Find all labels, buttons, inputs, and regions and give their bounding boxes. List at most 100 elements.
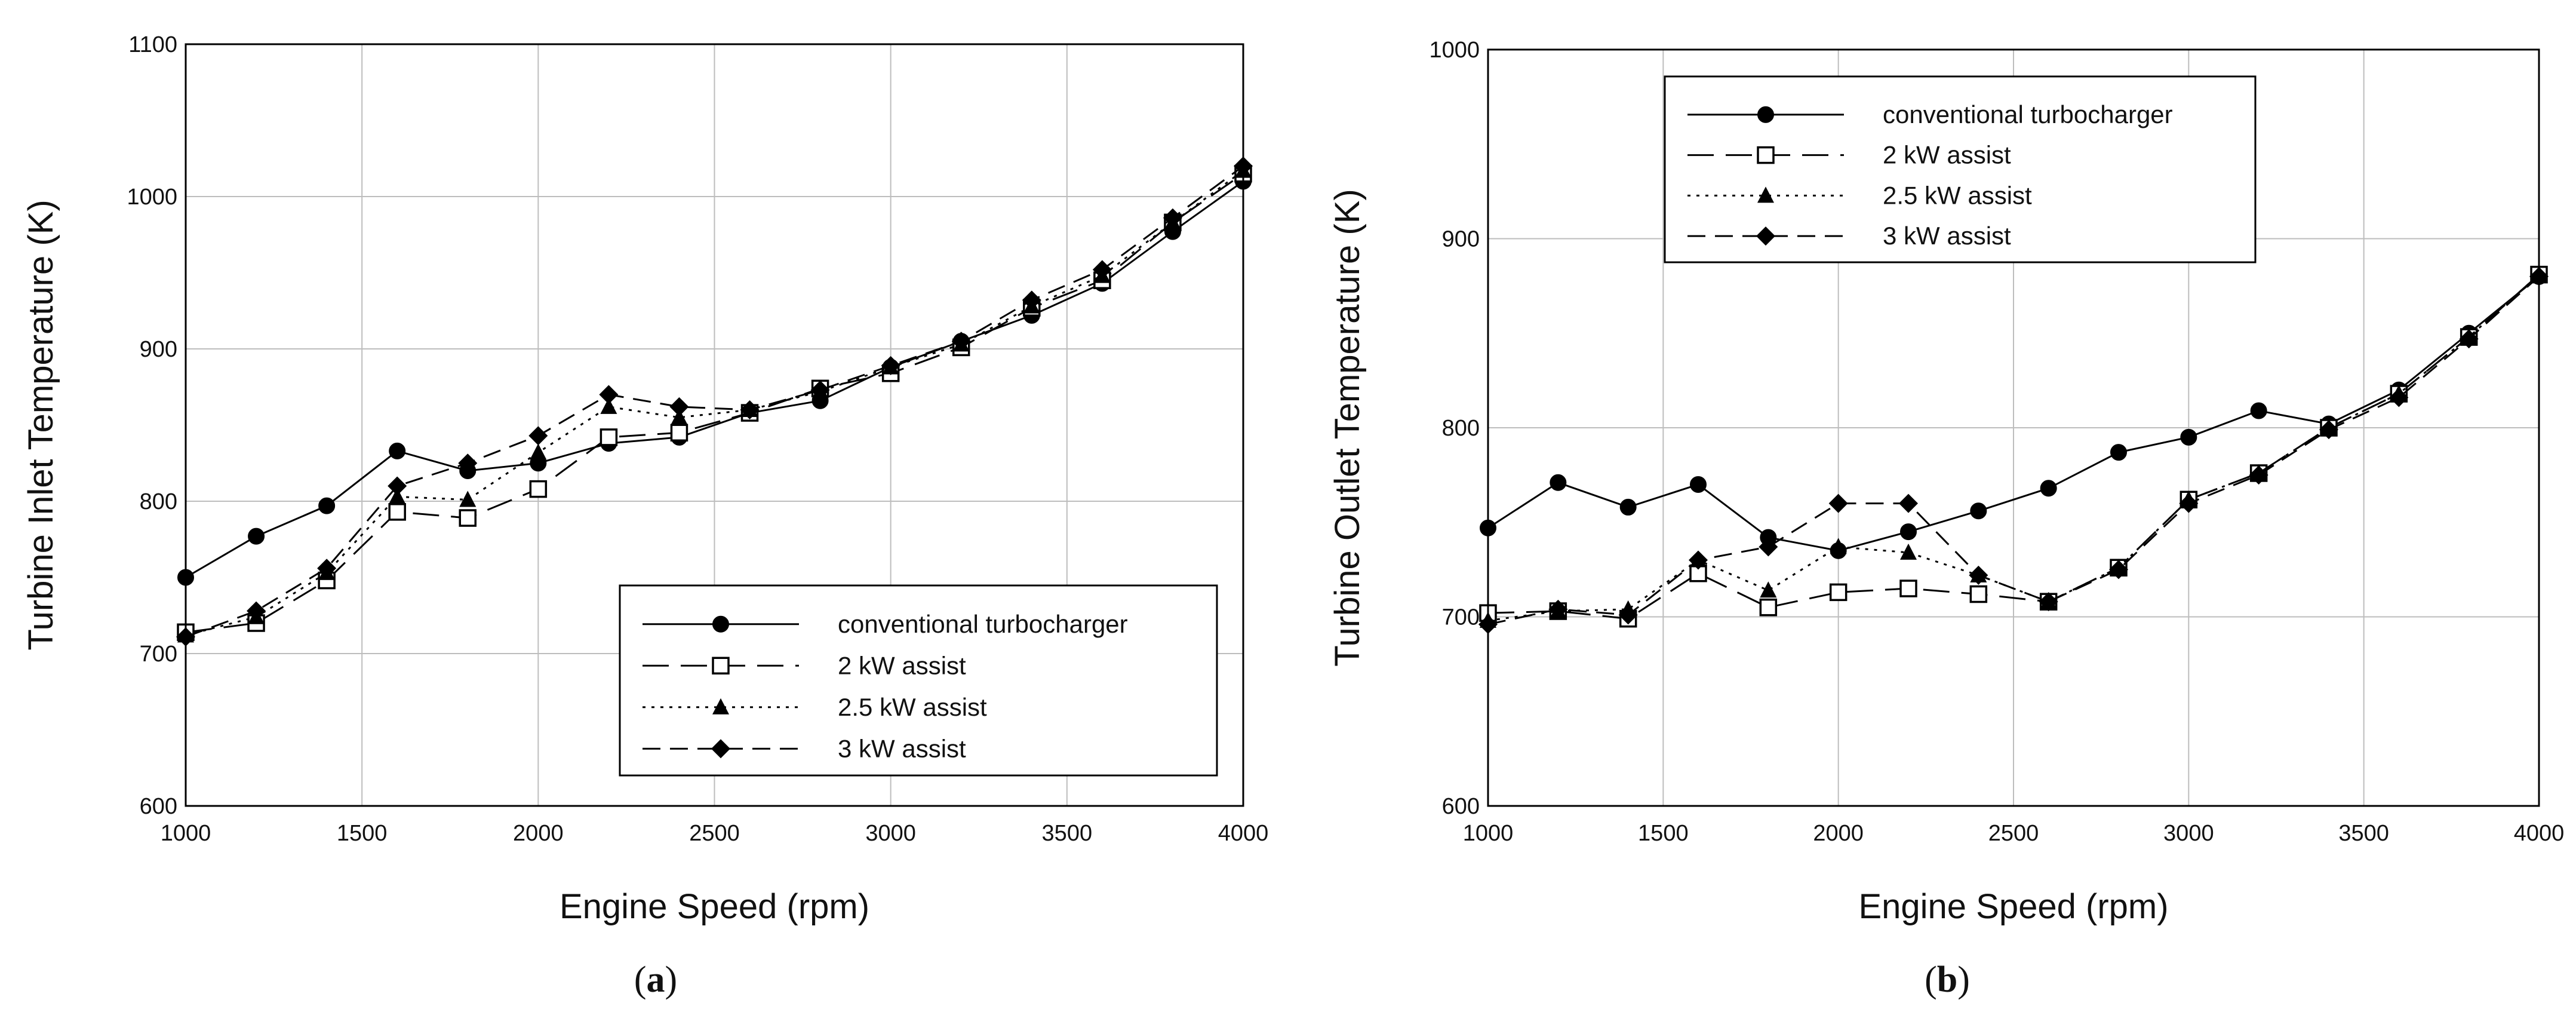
chart-a-series-3-point: [740, 400, 760, 419]
chart-a-series-2-line: [185, 170, 1244, 636]
chart-b-panel-letter: b: [1937, 959, 1957, 1000]
chart-b-series-0-point: [2180, 428, 2197, 446]
chart-a-series-0-point: [248, 528, 265, 545]
chart-b-x-axis-title: Engine Speed (rpm): [1858, 887, 2168, 926]
chart-a-x-tick-label: 3500: [1042, 821, 1093, 846]
chart-a-series-3: [176, 157, 1253, 646]
chart-b-series-0-point: [1970, 502, 1987, 520]
chart-a-y-tick-label: 1100: [128, 32, 177, 57]
chart-b-x-tick-label: 3500: [2338, 821, 2389, 846]
chart-b-legend: conventional turbocharger 2 kW assist 2.5 …: [1664, 75, 2257, 263]
chart-b-series-0-point: [1550, 474, 1567, 491]
chart-b-series-3-point: [2389, 388, 2409, 407]
chart-a-x-tick-label: 1500: [337, 821, 388, 846]
chart-a-legend-marker-1: [712, 657, 730, 674]
chart-b-legend-marker-2: [1757, 186, 1774, 203]
chart-b-panel-label: (b): [1925, 959, 1970, 1000]
chart-b-series-0-point: [2040, 480, 2057, 497]
chart-a-x-tick-label: 2000: [513, 821, 564, 846]
chart-a-series-2-point: [459, 490, 477, 507]
chart-b-y-tick-label: 1000: [1429, 38, 1480, 63]
chart-b-x-tick-label: 4000: [2514, 821, 2565, 846]
chart-a-legend: conventional turbocharger 2 kW assist 2.5 …: [619, 584, 1218, 777]
chart-a-legend-label-3: 3 kW assist: [838, 734, 966, 762]
chart-b-y-tick-label: 800: [1442, 416, 1480, 441]
chart-b-series-3: [1478, 266, 2549, 634]
chart-b-series-3-point: [2249, 465, 2268, 485]
chart-b-series-2-point: [1760, 581, 1777, 598]
chart-a-y-tick-label: 900: [140, 337, 177, 362]
chart-a-series-2-point: [671, 408, 688, 425]
chart-a-legend-label-1: 2 kW assist: [838, 651, 966, 679]
chart-b-legend-label-0: conventional turbocharger: [1883, 100, 2173, 128]
chart-b-series-3-point: [1899, 493, 1918, 513]
chart-a-x-tick-label: 3000: [865, 821, 916, 846]
chart-a-legend-marker-2: [712, 698, 729, 715]
chart-a-x-axis-title: Engine Speed (rpm): [560, 887, 869, 926]
chart-a-series-1-point: [459, 509, 477, 527]
chart-a-legend-label-0: conventional turbocharger: [838, 610, 1128, 638]
chart-b-x-tick-label: 2000: [1813, 821, 1864, 846]
chart-a-series-3-point: [388, 476, 407, 496]
chart-b-series-1-point: [1899, 579, 1917, 597]
chart-a-series-3-point: [951, 332, 971, 351]
chart-a-y-tick-label: 700: [140, 642, 177, 667]
chart-b-series-3-point: [1759, 537, 1778, 557]
chart-a-series-1-point: [600, 428, 618, 446]
chart-a-y-axis-title: Turbine Inlet Temperature (K): [21, 200, 60, 650]
chart-b-series-3-point: [2109, 560, 2128, 579]
chart-a-y-tick-label: 800: [140, 489, 177, 514]
chart-a-series-3-point: [458, 453, 478, 473]
chart-b-series-3-point: [2319, 420, 2338, 440]
chart-b-legend-label-1: 2 kW assist: [1883, 141, 2011, 169]
chart-b-legend-label-2: 2.5 kW assist: [1883, 181, 2032, 209]
chart-a-series-3-point: [317, 559, 337, 578]
chart-a-series-0-point: [389, 442, 406, 459]
chart-b-series-3-point: [2039, 592, 2058, 612]
chart-a-series-1-point: [529, 480, 548, 498]
chart-a-panel-letter: a: [647, 959, 665, 1000]
chart-a-series-3-point: [1163, 208, 1182, 228]
chart-b-x-tick-label: 3000: [2163, 821, 2214, 846]
chart-a-series-3-point: [247, 601, 266, 621]
chart-b-series-3-point: [1689, 550, 1708, 570]
chart-b-y-axis-title: Turbine Outlet Temperature (K): [1328, 189, 1367, 666]
chart-b-legend-label-3: 3 kW assist: [1883, 222, 2011, 250]
chart-b-series-0-point: [2110, 444, 2127, 461]
chart-a-series-3-point: [1092, 260, 1112, 280]
chart-a-legend-marker-3: [711, 739, 730, 759]
chart-b-series-0-point: [2250, 402, 2267, 419]
chart-a-series-2-point: [600, 397, 617, 414]
chart-b-legend-marker-3: [1756, 226, 1775, 246]
chart-b-series-3-point: [2179, 493, 2199, 513]
chart-b-x-tick-label: 1000: [1463, 821, 1514, 846]
chart-a-series-2-point: [389, 487, 406, 504]
chart-a-series-1-point: [670, 424, 688, 441]
chart-b-series-1-point: [1759, 598, 1778, 617]
chart-b-x-tick-label: 1500: [1638, 821, 1689, 846]
chart-a-frame: [185, 43, 1244, 807]
chart-b-series-0-point: [1690, 476, 1707, 493]
chart-b-series-2-point: [1900, 543, 1917, 560]
chart-a-panel-label: (a): [634, 959, 677, 1000]
chart-a-series-0-line: [185, 180, 1244, 578]
chart-a: 1000 1500 2000 2500 3000 3500 4000 600 700 800 900…: [21, 32, 1268, 1000]
chart-b: 1000 1500 2000 2500 3000 3500 4000 600 700 800 900…: [1328, 38, 2564, 1000]
chart-b-series-2-point: [1830, 538, 1847, 554]
chart-a-x-tick-label: 1000: [161, 821, 211, 846]
chart-a-series-3-point: [528, 426, 548, 446]
chart-b-series-3-point: [1548, 599, 1568, 619]
chart-b-series-1-point: [1969, 585, 1988, 603]
chart-a-series-1-line: [185, 173, 1244, 633]
chart-b-series-3-point: [1828, 493, 1848, 513]
chart-a-series-3-point: [599, 385, 619, 404]
chart-a-x-tick-label: 4000: [1218, 821, 1269, 846]
chart-a-series-3-point: [881, 356, 900, 376]
chart-a-series-3-point: [669, 397, 689, 416]
chart-b-series-0-point: [1619, 498, 1637, 516]
chart-b-legend-marker-0: [1757, 106, 1774, 123]
chart-a-y-tick-label: 600: [140, 794, 177, 819]
chart-b-y-tick-label: 700: [1442, 605, 1480, 630]
